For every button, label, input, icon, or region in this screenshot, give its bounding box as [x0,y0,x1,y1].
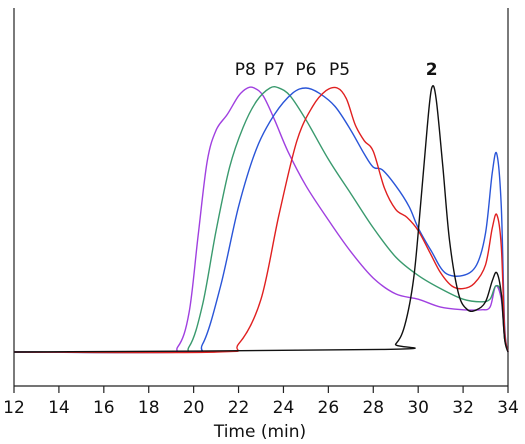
series-line-p5 [13,86,509,354]
series-line-2 [13,85,509,353]
x-tick-label: 32 [452,398,474,418]
x-tick-label: 24 [273,398,295,418]
series-group [13,85,509,354]
x-tick-label: 26 [318,398,340,418]
x-tick-label: 20 [183,398,205,418]
x-tick-label: 28 [362,398,384,418]
series-line-p7 [13,85,509,354]
x-tick-label: 30 [407,398,429,418]
x-tick-label: 12 [3,398,25,418]
series-label-2: 2 [426,60,438,80]
x-tick-label: 22 [228,398,250,418]
x-axis-title: Time (min) [213,422,306,442]
x-tick-label: 34 [497,398,519,418]
x-tick-label: 14 [48,398,70,418]
x-tick-label: 16 [93,398,115,418]
x-axis: 12 14 16 18 20 22 24 26 28 30 32 34 [3,386,519,418]
series-label-p6: P6 [295,60,316,80]
x-tick-label: 18 [138,398,160,418]
series-line-p6 [13,87,509,354]
series-label-p5: P5 [329,60,350,80]
series-label-p7: P7 [264,60,285,80]
series-line-p8 [13,86,509,354]
series-label-p8: P8 [235,60,256,80]
plot-frame [13,8,509,387]
series-labels: P8 P7 P6 P5 2 [235,60,438,80]
